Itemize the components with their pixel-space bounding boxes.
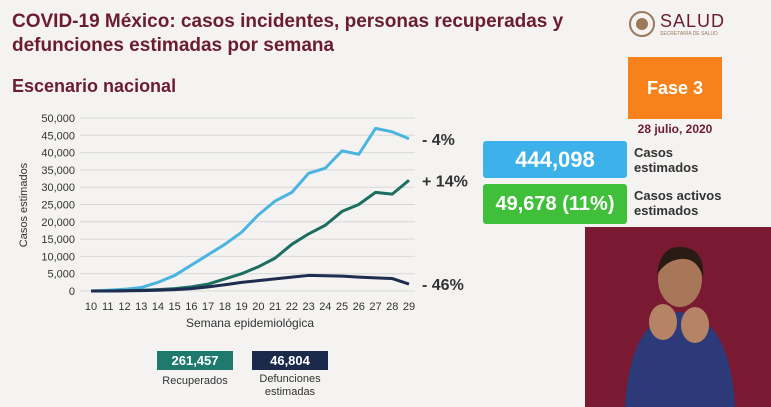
y-tick-label: 30,000 bbox=[41, 182, 75, 194]
series-line bbox=[91, 273, 410, 293]
y-tick-label: 0 bbox=[69, 286, 75, 298]
x-tick-label: 25 bbox=[336, 301, 348, 313]
y-tick-label: 40,000 bbox=[41, 148, 75, 160]
kpi-label: Casos estimados bbox=[634, 145, 699, 175]
summary-label: Defunciones estimadas bbox=[259, 373, 321, 398]
kpi-value: 444,098 bbox=[483, 141, 627, 178]
change-label: - 46% bbox=[422, 277, 464, 294]
series-line bbox=[91, 179, 410, 293]
x-tick-label: 20 bbox=[252, 301, 264, 313]
kpi-value: 49,678 (11%) bbox=[483, 184, 627, 224]
logo-emblem bbox=[629, 11, 655, 37]
change-label: - 4% bbox=[422, 132, 455, 149]
x-tick-label: 11 bbox=[102, 301, 113, 313]
y-tick-label: 50,000 bbox=[41, 113, 75, 125]
x-tick-label: 26 bbox=[353, 301, 365, 313]
summary-value: 261,457 bbox=[157, 351, 233, 370]
y-tick-label: 20,000 bbox=[41, 217, 75, 229]
y-tick-label: 35,000 bbox=[41, 165, 75, 177]
summary-label: Recuperados bbox=[162, 375, 228, 387]
x-axis-label: Semana epidemiológica bbox=[186, 316, 314, 330]
y-tick-label: 25,000 bbox=[41, 200, 75, 212]
y-tick-label: 15,000 bbox=[41, 234, 75, 246]
x-tick-label: 13 bbox=[135, 301, 147, 313]
x-tick-label: 19 bbox=[236, 301, 248, 313]
x-tick-label: 29 bbox=[403, 301, 415, 313]
x-tick-label: 22 bbox=[286, 301, 298, 313]
x-tick-label: 14 bbox=[152, 301, 164, 313]
x-tick-label: 15 bbox=[169, 301, 181, 313]
x-tick-label: 17 bbox=[202, 301, 214, 313]
x-tick-label: 23 bbox=[302, 301, 314, 313]
y-tick-label: 45,000 bbox=[41, 130, 75, 142]
x-tick-label: 28 bbox=[386, 301, 398, 313]
x-tick-label: 16 bbox=[185, 301, 197, 313]
x-tick-label: 12 bbox=[118, 301, 130, 313]
subtitle: Escenario nacional bbox=[12, 76, 177, 96]
x-tick-label: 27 bbox=[369, 301, 381, 313]
logo-sub: SECRETARÍA DE SALUD bbox=[660, 31, 718, 37]
y-axis-label: Casos estimados bbox=[18, 162, 30, 247]
x-tick-label: 18 bbox=[219, 301, 231, 313]
title: COVID-19 México: casos incidentes, perso… bbox=[12, 11, 564, 56]
x-tick-label: 24 bbox=[319, 301, 331, 313]
logo: SALUD bbox=[660, 11, 726, 31]
date: 28 julio, 2020 bbox=[637, 122, 713, 136]
x-tick-label: 10 bbox=[85, 301, 97, 313]
change-label: + 14% bbox=[422, 173, 468, 190]
phase-box: Fase 3 bbox=[628, 57, 722, 119]
kpi-label: Casos activos estimados bbox=[634, 188, 722, 218]
interpreter-video bbox=[585, 227, 771, 407]
summary-value: 46,804 bbox=[252, 351, 328, 370]
y-tick-label: 10,000 bbox=[41, 251, 75, 263]
series-line bbox=[90, 126, 410, 293]
x-tick-label: 21 bbox=[269, 301, 281, 313]
y-tick-label: 5,000 bbox=[47, 269, 75, 281]
